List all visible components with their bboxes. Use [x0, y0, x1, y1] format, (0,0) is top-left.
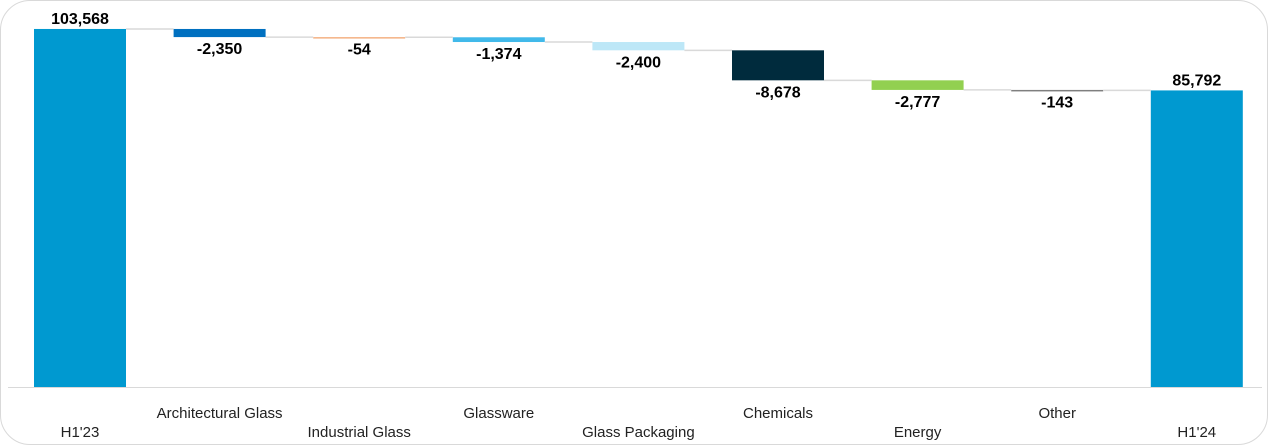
bar-other	[1011, 89, 1104, 92]
category-label: Glass Packaging	[582, 424, 695, 441]
category-label: Chemicals	[743, 405, 813, 422]
data-label: -8,678	[755, 84, 800, 101]
data-label: -2,350	[197, 41, 242, 58]
category-label: Glassware	[463, 405, 534, 422]
bar-h1-23	[34, 28, 126, 387]
data-label: -2,400	[616, 54, 661, 71]
data-label: -1,374	[476, 46, 521, 63]
category-label: Architectural Glass	[157, 405, 283, 422]
category-label: H1'23	[61, 424, 100, 441]
data-label: -54	[348, 41, 371, 58]
bar-h1-24	[1150, 90, 1243, 387]
bar-architectural-glass	[173, 28, 266, 38]
data-label: 85,792	[1172, 72, 1221, 89]
category-label: H1'24	[1177, 424, 1216, 441]
data-label: -143	[1041, 94, 1073, 111]
bar-glassware	[452, 37, 545, 43]
bar-glass-packaging	[592, 42, 685, 51]
category-label: Energy	[894, 424, 942, 441]
data-label: 103,568	[51, 11, 109, 28]
data-label: -2,777	[895, 94, 940, 111]
bar-industrial-glass	[313, 37, 406, 39]
category-label: Industrial Glass	[308, 424, 411, 441]
bar-energy	[871, 80, 964, 90]
category-label: Other	[1038, 405, 1076, 422]
bar-chemicals	[732, 50, 824, 81]
